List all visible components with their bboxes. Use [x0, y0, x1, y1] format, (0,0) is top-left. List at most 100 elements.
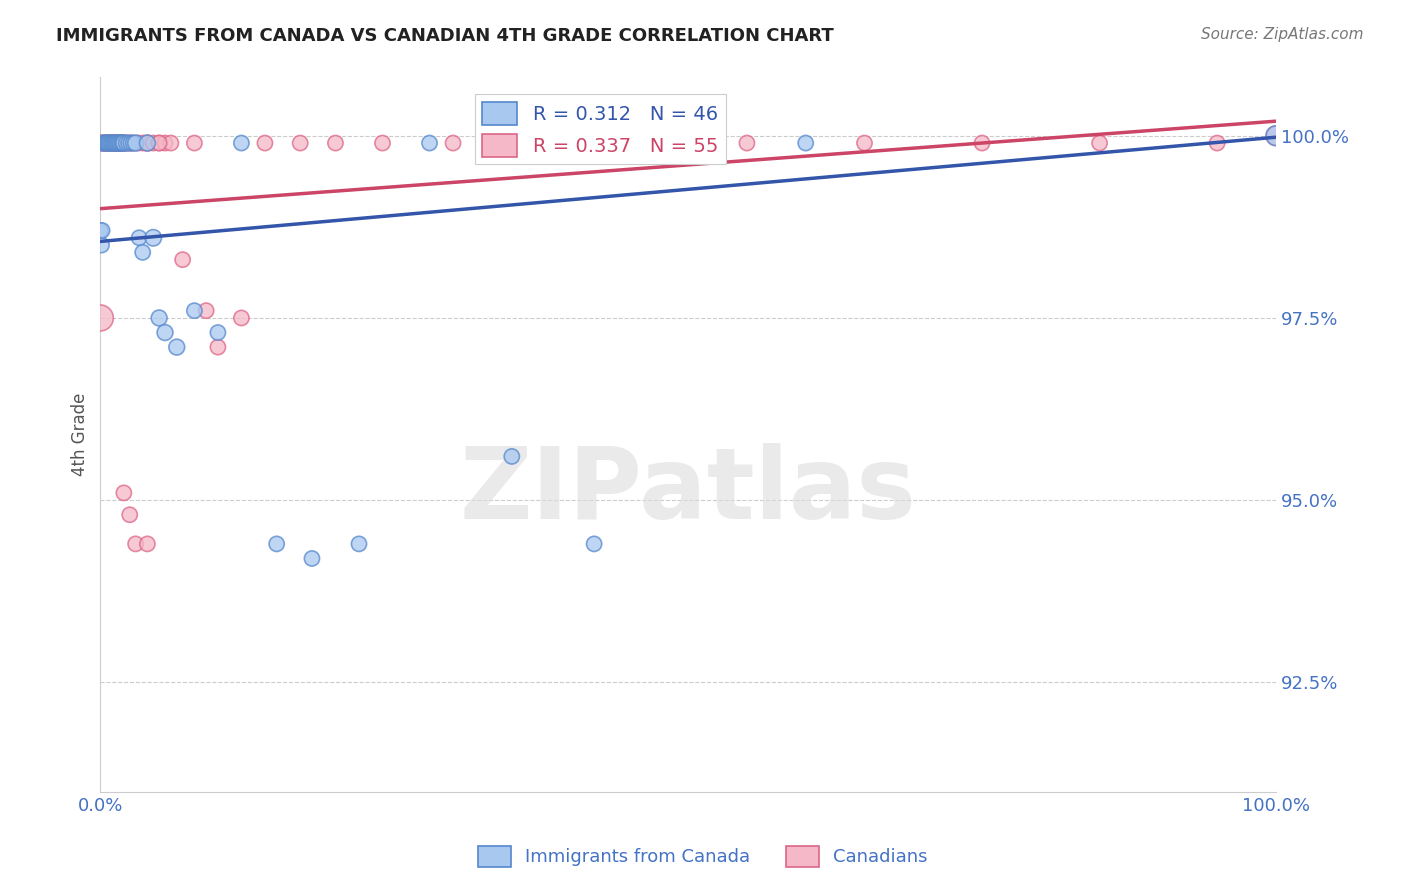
Point	[142, 136, 165, 150]
Text: ZIPatlas: ZIPatlas	[460, 443, 917, 541]
Point	[101, 136, 124, 150]
Point	[118, 136, 141, 150]
Point	[105, 136, 128, 150]
Point	[148, 136, 170, 150]
Point	[1265, 128, 1288, 143]
Point	[111, 136, 134, 150]
Point	[418, 136, 440, 150]
Y-axis label: 4th Grade: 4th Grade	[72, 392, 89, 476]
Point	[91, 136, 114, 150]
Point	[93, 136, 115, 150]
Point	[172, 252, 194, 267]
Point	[153, 326, 176, 340]
Text: Source: ZipAtlas.com: Source: ZipAtlas.com	[1201, 27, 1364, 42]
Point	[91, 136, 114, 150]
Point	[96, 136, 118, 150]
Point	[96, 136, 118, 150]
Point	[89, 310, 111, 325]
Point	[122, 136, 145, 150]
Text: IMMIGRANTS FROM CANADA VS CANADIAN 4TH GRADE CORRELATION CHART: IMMIGRANTS FROM CANADA VS CANADIAN 4TH G…	[56, 27, 834, 45]
Point	[101, 136, 124, 150]
Point	[112, 486, 135, 500]
Point	[115, 136, 138, 150]
Point	[231, 136, 253, 150]
Point	[136, 537, 159, 551]
Point	[290, 136, 312, 150]
Point	[148, 310, 170, 325]
Point	[110, 136, 132, 150]
Point	[117, 136, 139, 150]
Point	[136, 136, 159, 150]
Point	[115, 136, 138, 150]
Point	[98, 136, 121, 150]
Point	[103, 136, 125, 150]
Legend: Immigrants from Canada, Canadians: Immigrants from Canada, Canadians	[471, 838, 935, 874]
Point	[676, 136, 699, 150]
Legend: R = 0.312   N = 46, R = 0.337   N = 55: R = 0.312 N = 46, R = 0.337 N = 55	[474, 95, 725, 164]
Point	[107, 136, 129, 150]
Point	[347, 537, 370, 551]
Point	[128, 231, 150, 245]
Point	[103, 136, 125, 150]
Point	[100, 136, 122, 150]
Point	[231, 310, 253, 325]
Point	[108, 136, 131, 150]
Point	[90, 136, 112, 150]
Point	[89, 136, 111, 150]
Point	[583, 537, 606, 551]
Point	[103, 136, 125, 150]
Point	[110, 136, 132, 150]
Point	[98, 136, 121, 150]
Point	[136, 136, 159, 150]
Point	[110, 136, 132, 150]
Point	[441, 136, 464, 150]
Point	[110, 136, 132, 150]
Point	[91, 223, 114, 237]
Point	[794, 136, 817, 150]
Point	[96, 136, 118, 150]
Point	[301, 551, 323, 566]
Point	[1265, 128, 1288, 143]
Point	[253, 136, 276, 150]
Point	[501, 450, 523, 464]
Point	[111, 136, 134, 150]
Point	[100, 136, 122, 150]
Point	[142, 231, 165, 245]
Point	[266, 537, 288, 551]
Point	[97, 136, 120, 150]
Point	[207, 340, 229, 354]
Point	[104, 136, 127, 150]
Point	[108, 136, 131, 150]
Point	[970, 136, 993, 150]
Point	[107, 136, 129, 150]
Point	[160, 136, 183, 150]
Point	[124, 537, 146, 551]
Point	[148, 136, 170, 150]
Point	[183, 136, 205, 150]
Point	[89, 223, 111, 237]
Point	[97, 136, 120, 150]
Point	[94, 136, 117, 150]
Point	[112, 136, 135, 150]
Point	[90, 238, 112, 252]
Point	[120, 136, 142, 150]
Point	[93, 136, 115, 150]
Point	[153, 136, 176, 150]
Point	[96, 136, 118, 150]
Point	[1206, 136, 1229, 150]
Point	[112, 136, 135, 150]
Point	[641, 136, 664, 150]
Point	[371, 136, 394, 150]
Point	[103, 136, 125, 150]
Point	[536, 136, 558, 150]
Point	[94, 136, 117, 150]
Point	[325, 136, 347, 150]
Point	[124, 136, 146, 150]
Point	[166, 340, 188, 354]
Point	[122, 136, 145, 150]
Point	[104, 136, 127, 150]
Point	[1088, 136, 1111, 150]
Point	[131, 136, 153, 150]
Point	[735, 136, 758, 150]
Point	[131, 245, 153, 260]
